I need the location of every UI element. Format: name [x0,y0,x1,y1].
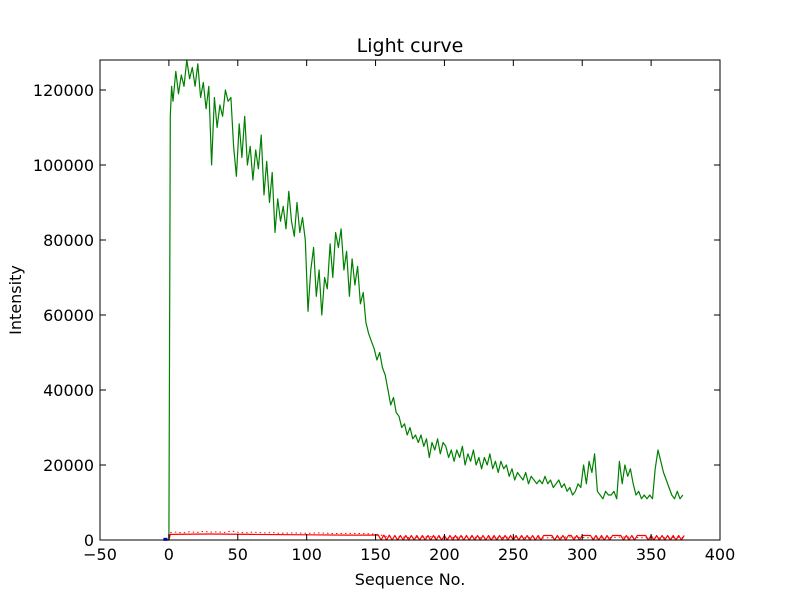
x-tick-label: 100 [291,545,322,564]
x-tick-label: 50 [228,545,248,564]
plot-lines [163,59,685,541]
x-tick-label: 250 [498,545,529,564]
chart-title: Light curve [357,35,464,57]
x-axis-ticks: −50 0 50 100 150 200 250 300 350 400 [83,60,735,564]
y-axis-title: Intensity [6,265,25,335]
x-tick-label: 300 [567,545,598,564]
y-tick-label: 40000 [43,381,94,400]
y-axis-ticks: 0 20000 40000 60000 80000 100000 120000 [33,81,720,550]
y-tick-label: 0 [84,531,94,550]
x-axis-title: Sequence No. [355,570,466,589]
y-tick-label: 80000 [43,231,94,250]
y-tick-label: 100000 [33,156,94,175]
x-tick-label: 0 [164,545,174,564]
series-line-2 [167,533,685,541]
y-tick-label: 20000 [43,456,94,475]
x-tick-label: 350 [636,545,667,564]
x-tick-label: 400 [705,545,736,564]
x-tick-label: −50 [83,545,117,564]
series-line-1 [167,59,684,541]
y-tick-label: 120000 [33,81,94,100]
plot-frame [99,59,721,541]
y-tick-label: 60000 [43,306,94,325]
x-tick-label: 150 [360,545,391,564]
x-tick-label: 200 [429,545,460,564]
